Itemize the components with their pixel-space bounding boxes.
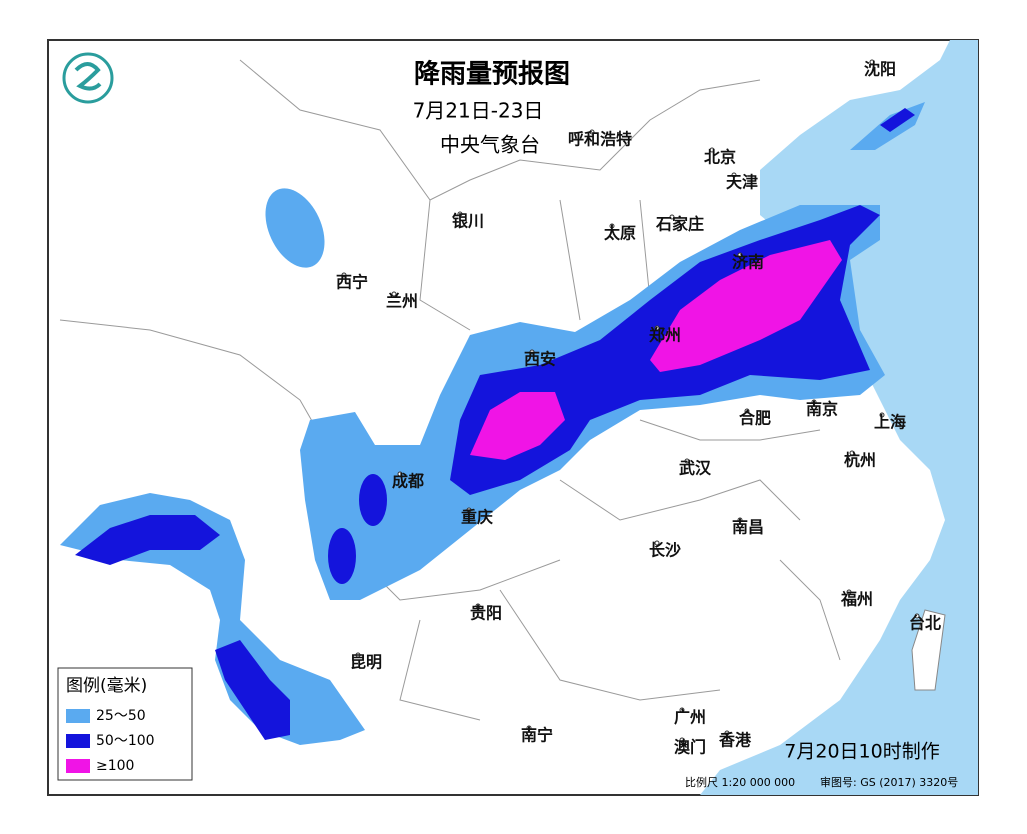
city-label: 南昌	[732, 518, 764, 537]
city-dot	[466, 507, 472, 513]
city-label: 兰州	[386, 292, 418, 311]
city-dot	[679, 737, 685, 743]
city-label: 成都	[392, 472, 424, 491]
city-dot	[879, 412, 885, 418]
city-label: 杭州	[844, 451, 876, 470]
rain-25-50	[60, 493, 365, 745]
city-label: 南宁	[521, 726, 553, 745]
city-label: 呼和浩特	[568, 130, 632, 149]
city-dot	[654, 325, 660, 331]
city-label: 上海	[874, 413, 906, 432]
city-dot	[811, 399, 817, 405]
rain-50-100	[328, 528, 356, 584]
city-dot	[737, 517, 743, 523]
city-dot	[391, 291, 397, 297]
city-label: 澳门	[674, 738, 706, 757]
city-label: 沈阳	[864, 60, 896, 79]
rain-50-100	[215, 640, 290, 740]
city-dot	[341, 272, 347, 278]
city-dot	[654, 540, 660, 546]
sea	[700, 40, 978, 795]
rain-100	[650, 240, 842, 372]
city-dot	[724, 730, 730, 736]
legend-label: 25～50	[96, 708, 146, 724]
city-dot	[475, 603, 481, 609]
island	[911, 609, 946, 691]
city-dot	[589, 129, 595, 135]
city-label: 合肥	[739, 409, 771, 428]
city-dot	[731, 172, 737, 178]
city-label: 济南	[732, 253, 764, 272]
city-label: 福州	[840, 590, 873, 609]
city-label: 太原	[603, 224, 636, 243]
city-label: 银川	[452, 212, 484, 231]
city-dot	[709, 147, 715, 153]
approval: 审图号: GS (2017) 3320号	[820, 775, 958, 789]
legend-items: 25～50 50～100 ≥100	[66, 708, 155, 774]
legend-title: 图例(毫米)	[66, 676, 147, 696]
rain-25-50	[265, 188, 325, 268]
city-label: 天津	[726, 173, 758, 192]
logo-mark	[74, 62, 102, 91]
issued: 7月20日10时制作	[784, 741, 939, 763]
city-label: 昆明	[350, 653, 382, 672]
city-label: 西安	[524, 350, 556, 369]
city-dot	[869, 59, 875, 65]
city-dot	[914, 613, 920, 619]
city-label: 郑州	[649, 326, 681, 345]
legend-label: 50～100	[96, 733, 155, 749]
city-label: 贵阳	[470, 604, 502, 623]
city-label: 武汉	[679, 459, 712, 478]
city-label: 广州	[674, 708, 706, 727]
city-dot	[679, 707, 685, 713]
rain-50-100	[880, 108, 915, 132]
city-dot	[669, 214, 675, 220]
city-label: 西宁	[336, 273, 368, 292]
city-dot	[609, 223, 615, 229]
city-dot	[529, 349, 535, 355]
title: 降雨量预报图	[414, 59, 570, 90]
city-label: 重庆	[461, 508, 493, 527]
scale: 比例尺 1:20 000 000	[685, 775, 795, 789]
city-label: 台北	[909, 614, 941, 633]
legend-swatch	[66, 709, 90, 723]
city-label: 北京	[704, 148, 736, 167]
city-label: 香港	[718, 731, 752, 750]
city-dot	[526, 725, 532, 731]
city-label: 长沙	[649, 541, 681, 560]
city-dot	[397, 471, 403, 477]
city-dot	[849, 450, 855, 456]
city-dot	[684, 458, 690, 464]
city-dot	[744, 408, 750, 414]
province-borders	[59, 59, 841, 721]
rain-50-100	[75, 515, 220, 565]
city-dot	[846, 589, 852, 595]
rain-100	[470, 392, 565, 460]
city-dot	[355, 652, 361, 658]
legend-label: ≥100	[96, 758, 134, 774]
city-dot	[457, 211, 463, 217]
legend-swatch	[66, 759, 90, 773]
period: 7月21日-23日	[413, 99, 544, 123]
city-dot	[737, 252, 743, 258]
issuer: 中央气象台	[440, 133, 540, 157]
city-label: 南京	[806, 400, 838, 419]
city-label: 石家庄	[655, 215, 704, 234]
rain-50-100	[359, 474, 387, 526]
legend-swatch	[66, 734, 90, 748]
